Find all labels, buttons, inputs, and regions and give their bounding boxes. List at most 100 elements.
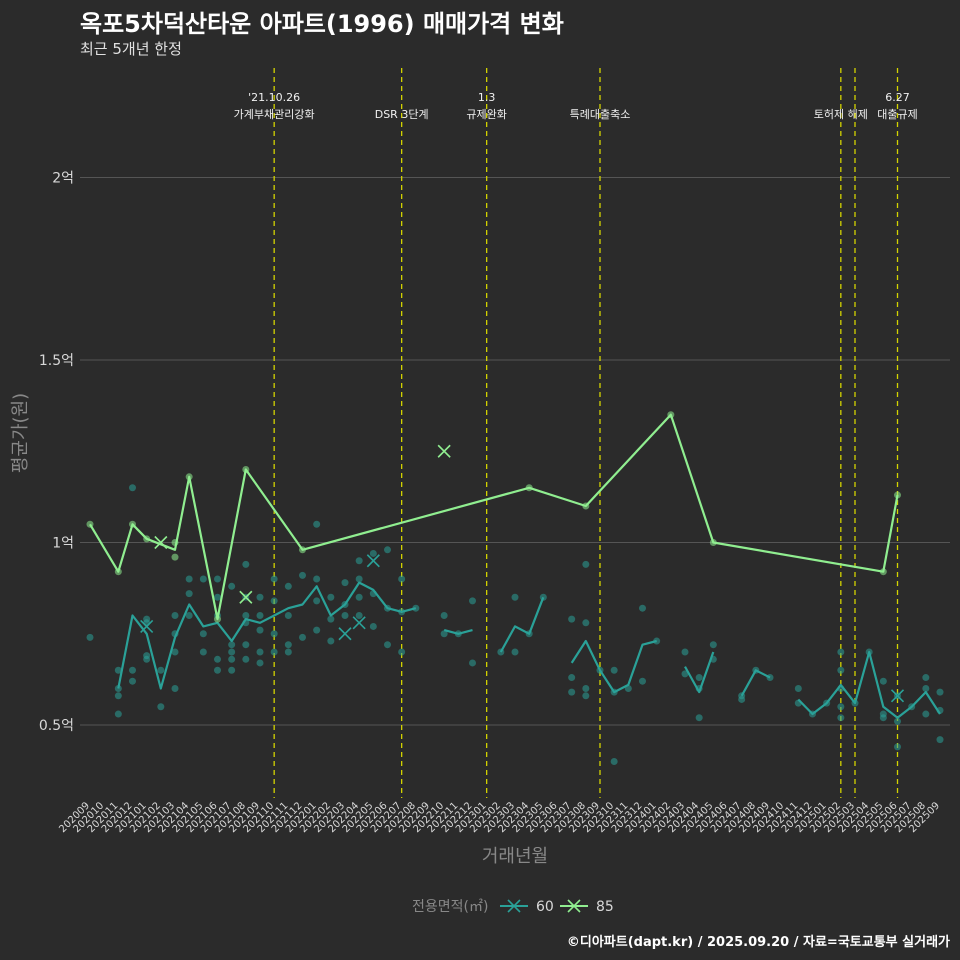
data-point-60 bbox=[114, 692, 122, 700]
y-tick-label: 0.5억 bbox=[39, 718, 74, 734]
data-point-60 bbox=[242, 560, 250, 568]
data-point-60 bbox=[582, 619, 590, 627]
series-line-60 bbox=[740, 669, 771, 697]
cancelled-mark-85 bbox=[437, 444, 451, 458]
data-point-60 bbox=[228, 655, 236, 663]
legend-entry-85: 85 bbox=[560, 899, 614, 915]
policy-event-label: 6.27 bbox=[885, 91, 910, 104]
data-point-60 bbox=[922, 710, 930, 718]
cancelled-mark-stroke bbox=[338, 627, 352, 641]
data-point-60 bbox=[681, 648, 689, 656]
series-line-60 bbox=[443, 629, 473, 635]
cancelled-mark-stroke bbox=[366, 554, 380, 568]
data-point-60 bbox=[879, 677, 887, 685]
data-point-60 bbox=[922, 674, 930, 682]
data-point-60 bbox=[894, 743, 901, 751]
data-point-60 bbox=[709, 641, 717, 649]
data-point-60 bbox=[270, 630, 278, 638]
data-point-60 bbox=[171, 685, 179, 692]
policy-event-label: DSR 3단계 bbox=[375, 108, 429, 121]
cancelled-mark-stroke bbox=[352, 616, 366, 630]
data-point-60 bbox=[894, 717, 901, 725]
data-point-60 bbox=[681, 670, 689, 678]
data-point-60 bbox=[469, 659, 476, 667]
data-point-60 bbox=[327, 637, 335, 645]
data-point-60 bbox=[299, 633, 306, 641]
cancelled-mark-85 bbox=[239, 590, 253, 604]
cancelled-mark-60 bbox=[366, 554, 380, 568]
cancelled-mark-stroke bbox=[140, 619, 154, 634]
data-point-60 bbox=[256, 626, 264, 634]
source-footer: ©디아파트(dapt.kr) / 2025.09.20 / 자료=국토교통부 실… bbox=[566, 935, 950, 950]
series-line-60 bbox=[117, 581, 417, 690]
data-point-60 bbox=[299, 571, 306, 579]
data-point-60 bbox=[214, 575, 221, 583]
data-point-85 bbox=[894, 491, 901, 499]
data-point-60 bbox=[143, 615, 151, 623]
data-point-60 bbox=[157, 666, 165, 674]
data-point-60 bbox=[341, 579, 349, 587]
data-point-60 bbox=[171, 612, 179, 619]
data-point-60 bbox=[313, 626, 321, 634]
legend-swatch-mark bbox=[507, 899, 521, 913]
data-point-60 bbox=[214, 593, 221, 601]
data-point-60 bbox=[837, 703, 845, 711]
data-point-60 bbox=[129, 677, 136, 685]
legend-entry-60: 60 bbox=[500, 899, 554, 915]
policy-event-label: 가계부채관리강화 bbox=[234, 108, 315, 121]
series-line-60 bbox=[570, 639, 657, 694]
chart-subtitle: 최근 5개년 한정 bbox=[80, 40, 182, 58]
data-point-60 bbox=[228, 648, 236, 656]
data-point-60 bbox=[327, 593, 335, 601]
policy-event-label: 대출규제 bbox=[877, 108, 917, 121]
data-point-60 bbox=[129, 484, 136, 492]
data-point-60 bbox=[284, 641, 292, 649]
data-point-60 bbox=[284, 612, 292, 619]
data-point-60 bbox=[384, 546, 391, 554]
data-point-60 bbox=[199, 575, 207, 583]
data-point-60 bbox=[199, 648, 207, 656]
data-point-60 bbox=[284, 582, 292, 590]
data-point-60 bbox=[511, 648, 519, 656]
data-point-60 bbox=[469, 597, 476, 605]
data-point-60 bbox=[86, 633, 94, 641]
data-point-60 bbox=[369, 549, 377, 557]
data-point-60 bbox=[242, 612, 250, 619]
cancelled-mark-stroke bbox=[437, 444, 451, 458]
data-point-60 bbox=[568, 674, 576, 682]
data-point-60 bbox=[313, 575, 321, 583]
data-point-60 bbox=[185, 590, 193, 598]
data-point-60 bbox=[582, 692, 590, 700]
data-point-60 bbox=[114, 710, 122, 718]
data-point-60 bbox=[242, 655, 250, 663]
data-point-60 bbox=[143, 655, 151, 663]
legend-title: 전용면적(㎡) bbox=[412, 899, 488, 915]
data-point-60 bbox=[355, 575, 363, 583]
data-point-60 bbox=[639, 677, 646, 685]
data-point-85 bbox=[171, 553, 179, 561]
data-point-60 bbox=[199, 630, 207, 638]
data-point-60 bbox=[214, 655, 221, 663]
data-point-60 bbox=[398, 575, 406, 583]
data-point-60 bbox=[185, 612, 193, 619]
data-point-60 bbox=[936, 688, 944, 696]
data-point-60 bbox=[355, 593, 363, 601]
data-point-60 bbox=[936, 736, 944, 744]
series-line-60 bbox=[684, 651, 715, 694]
data-point-60 bbox=[256, 648, 264, 656]
data-point-60 bbox=[440, 630, 448, 638]
data-point-60 bbox=[738, 695, 746, 703]
series-line-60 bbox=[797, 650, 941, 719]
data-point-60 bbox=[313, 597, 321, 605]
policy-event-label: 1.3 bbox=[478, 91, 496, 104]
legend-label: 60 bbox=[536, 899, 554, 915]
cancelled-mark-60 bbox=[140, 619, 154, 634]
y-tick-label: 2억 bbox=[52, 171, 74, 187]
data-point-60 bbox=[610, 758, 618, 765]
data-point-60 bbox=[511, 593, 519, 601]
data-point-60 bbox=[837, 666, 845, 674]
data-point-60 bbox=[837, 648, 845, 656]
data-point-60 bbox=[242, 641, 250, 649]
data-point-60 bbox=[214, 666, 221, 674]
data-point-60 bbox=[171, 648, 179, 656]
